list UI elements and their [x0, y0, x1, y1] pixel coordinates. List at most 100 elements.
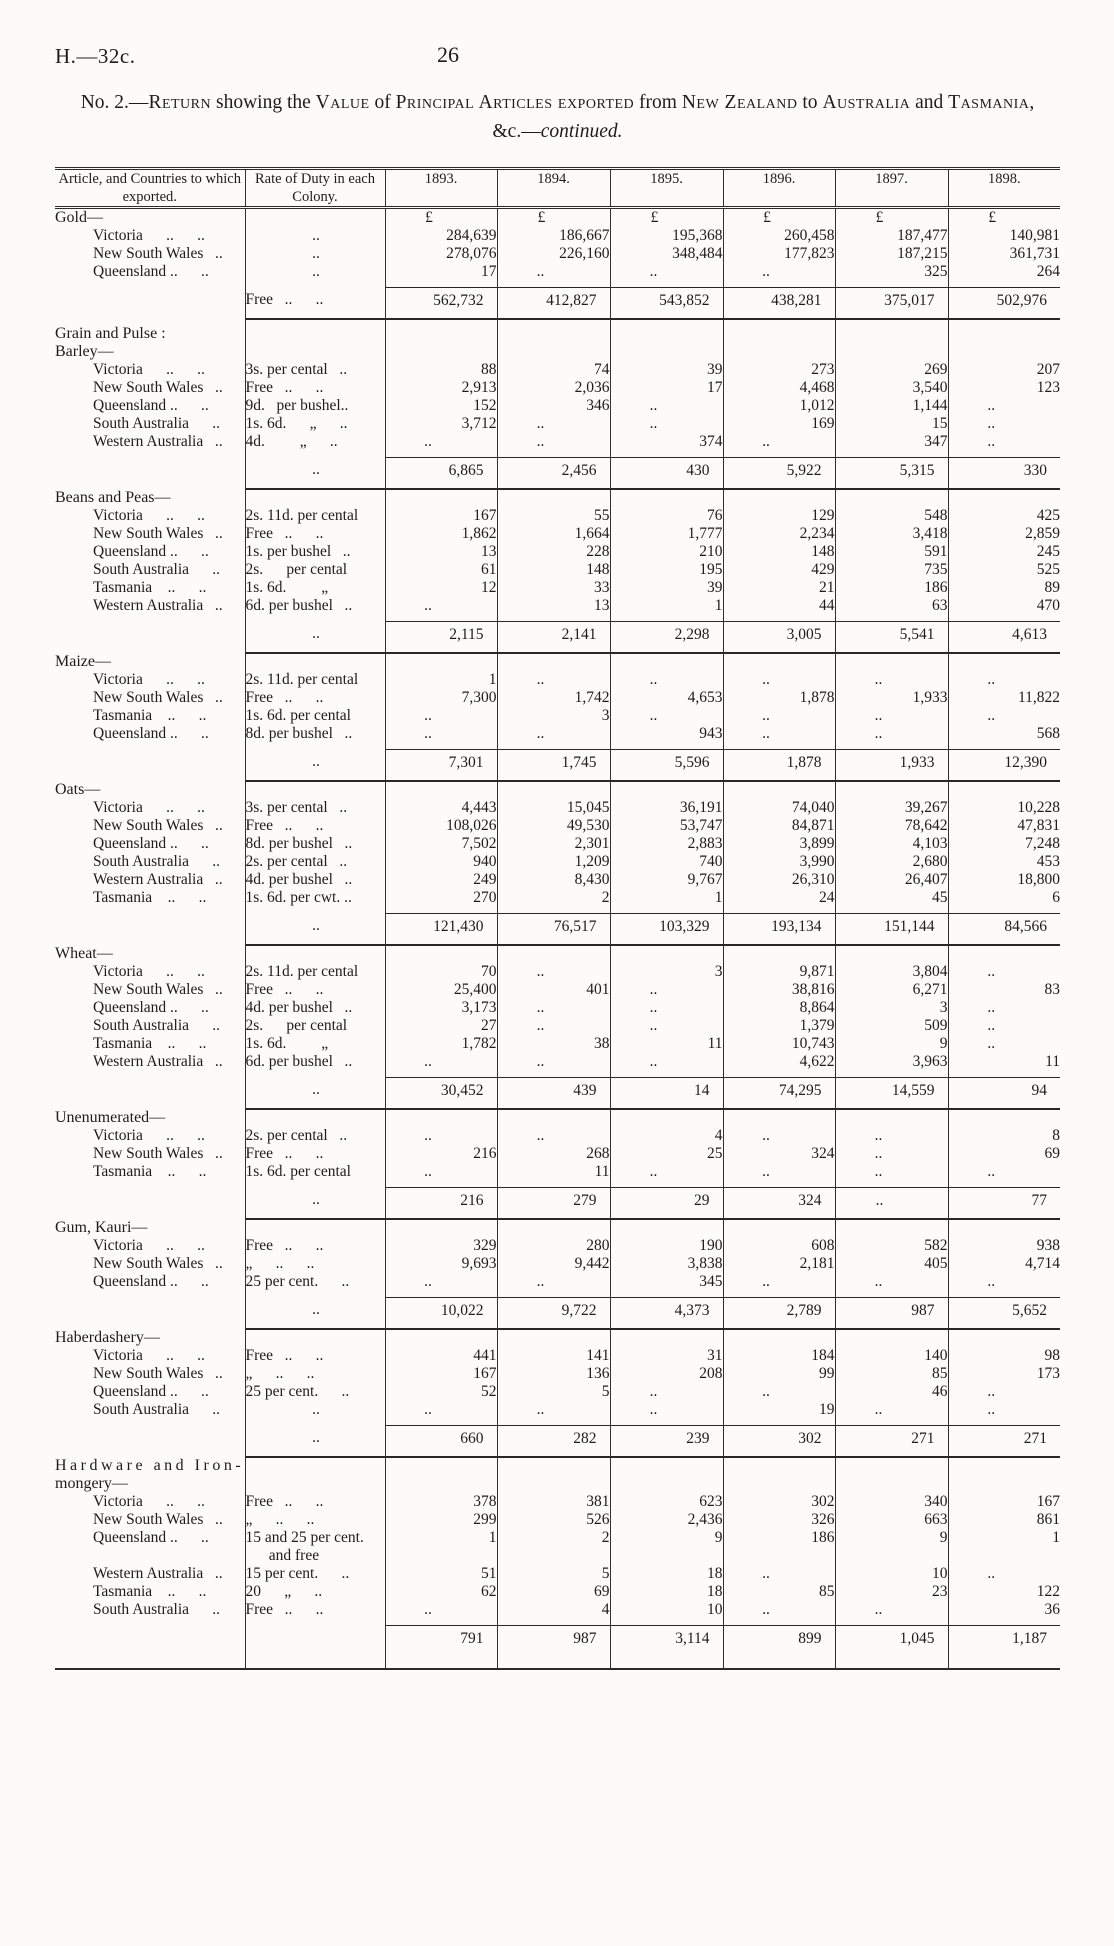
value-cell: 84,566 — [948, 912, 1060, 946]
value-cell: 1 — [610, 596, 724, 615]
value-cell: 7,502 — [385, 834, 498, 853]
value-cell: .. — [723, 1564, 836, 1583]
value-cell: 173 — [1036, 1364, 1060, 1382]
article-cell: New South Wales .. — [93, 980, 223, 998]
title-text: Value — [315, 92, 370, 113]
table-row: New South Wales .. Free .. .. 7,300 1,742 4,… — [55, 688, 1060, 707]
value-cell: 11 — [610, 1034, 724, 1053]
value-cell: .. — [497, 1400, 611, 1419]
value-cell: 13 — [385, 542, 498, 561]
value-cell: 940 — [385, 852, 498, 871]
table-row: South Australia .. Free .. .... 4 10.... 36 — [55, 1600, 1060, 1619]
value-cell: 1,933 — [835, 688, 949, 707]
value-cell: 326 — [723, 1510, 836, 1529]
currency-symbol — [610, 1456, 724, 1475]
title-text: and — [910, 92, 949, 113]
value-cell: 271 — [835, 1424, 949, 1458]
value-cell: 4,103 — [835, 834, 949, 853]
article-cell — [55, 621, 245, 653]
value-cell: 3,838 — [610, 1254, 724, 1273]
duty-cell — [244, 780, 386, 799]
duty-cell: 1s. 6d. per cental — [244, 706, 386, 725]
total-row: .. 660 282 239 302 271 271 — [55, 1424, 1060, 1458]
value-cell: 1,878 — [723, 748, 836, 782]
article-cell — [55, 1425, 245, 1457]
value-cell — [948, 1475, 1060, 1493]
value-cell: .. — [610, 1400, 724, 1419]
value-cell: 943 — [610, 724, 724, 743]
duty-cell: „ .. .. — [244, 1254, 386, 1273]
value-cell: 11 — [497, 1162, 611, 1181]
spacer-cell — [497, 1655, 611, 1669]
spacer-cell — [835, 280, 949, 287]
value-cell: 14,559 — [835, 1076, 949, 1110]
spacer-cell — [723, 280, 836, 287]
table-row: Victoria .. .. 3s. per cental .. 88 74 39 273… — [55, 360, 1060, 379]
value-cell: 63 — [835, 596, 949, 615]
spacer-cell — [948, 1656, 1060, 1669]
total-row: .. 216 279 29 324.. 77 — [55, 1186, 1060, 1220]
value-cell: 568 — [1036, 724, 1060, 742]
value-cell: .. — [385, 1126, 498, 1145]
currency-symbol — [497, 1108, 611, 1127]
article-cell: Queensland .. .. — [93, 724, 209, 742]
section-title-row: Haberdashery— — [55, 1328, 1060, 1347]
spacer-cell — [385, 1618, 498, 1625]
value-cell: 9 — [610, 1528, 724, 1565]
currency-symbol — [835, 1456, 949, 1475]
value-cell: 10 — [610, 1600, 724, 1619]
section-title: Oats— — [55, 780, 101, 798]
article-cell: Tasmania .. .. — [93, 1034, 207, 1052]
currency-symbol — [723, 1456, 836, 1475]
value-cell: 61 — [385, 560, 498, 579]
value-cell: .. — [987, 998, 996, 1016]
spacer-cell — [835, 1180, 949, 1187]
currency-symbol — [723, 488, 836, 507]
spacer-cell — [385, 280, 498, 287]
currency-symbol: £ — [385, 207, 498, 227]
duty-cell: .. — [244, 913, 386, 946]
duty-cell: 2s. per cental — [244, 1016, 386, 1035]
currency-symbol — [835, 1218, 949, 1237]
section-title-row: Hardware and Iron- — [55, 1456, 1060, 1475]
value-cell: 268 — [497, 1144, 611, 1163]
duty-cell: „ .. .. — [244, 1364, 386, 1383]
duty-cell: .. — [244, 1077, 386, 1110]
value-cell: .. — [497, 1126, 611, 1145]
value-cell: 228 — [497, 542, 611, 561]
spacer-cell — [610, 1418, 724, 1425]
section-title: Beans and Peas— — [55, 488, 171, 506]
article-cell: Queensland .. .. — [93, 542, 209, 560]
value-cell: 9,693 — [385, 1254, 498, 1273]
value-cell: 169 — [723, 414, 836, 433]
article-cell: South Australia .. — [93, 414, 221, 432]
export-return-table: Article, and Countries to which exported… — [55, 166, 1060, 1670]
article-cell — [55, 287, 245, 319]
value-cell: 6 — [1052, 888, 1060, 906]
article-cell: South Australia .. — [93, 852, 221, 870]
value-cell: 38 — [497, 1034, 611, 1053]
article-cell: Queensland .. .. — [93, 834, 209, 852]
value-cell: .. — [497, 670, 611, 689]
value-cell: 4,468 — [723, 378, 836, 397]
duty-cell: Free .. .. — [244, 1144, 386, 1163]
total-row: .. 30,452 439 14 74,295 14,559 94 — [55, 1076, 1060, 1110]
value-cell: .. — [610, 1162, 724, 1181]
spacer-cell — [835, 1655, 949, 1669]
value-cell: 1,664 — [497, 524, 611, 543]
currency-symbol — [835, 342, 949, 361]
value-cell: 3 — [835, 998, 949, 1017]
value-cell: .. — [610, 396, 724, 415]
value-cell: 4,622 — [723, 1052, 836, 1071]
duty-cell: 2s. per cental — [244, 560, 386, 579]
article-cell: Tasmania .. .. — [93, 578, 207, 596]
value-cell: 270 — [385, 888, 498, 907]
spacer-cell — [835, 1618, 949, 1625]
article-cell: South Australia .. — [93, 1016, 221, 1034]
title-text: from — [634, 92, 682, 113]
duty-cell: Free .. .. — [244, 1600, 386, 1619]
value-cell: 1,862 — [385, 524, 498, 543]
table-row: Queensland .. .. 8d. per bushel .. 7,502 2,… — [55, 834, 1060, 853]
value-cell: .. — [835, 724, 949, 743]
section-title: Gold— — [55, 208, 103, 226]
